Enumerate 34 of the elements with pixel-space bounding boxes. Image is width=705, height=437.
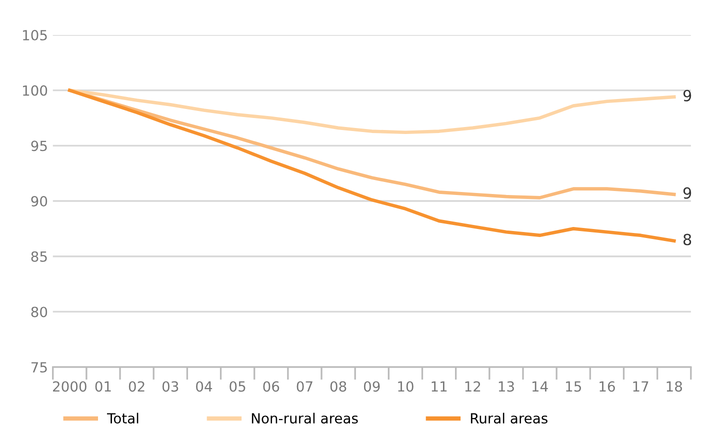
x-tick-label: 06	[263, 381, 280, 392]
y-tick-label: 95	[31, 140, 47, 152]
y-tick-label: 75	[31, 362, 47, 373]
y-tick-label: 105	[23, 30, 47, 40]
legend-label: Rural areas	[470, 412, 548, 424]
x-tick-label: 09	[364, 381, 380, 392]
x-tick-label: 13	[498, 381, 514, 392]
x-tick-label: 10	[398, 381, 414, 392]
x-tick-label: 18	[666, 381, 682, 392]
y-tick-label: 85	[31, 251, 47, 262]
x-tick-label: 17	[633, 381, 648, 392]
x-tick-label: 11	[432, 381, 447, 392]
x-tick-label: 15	[566, 381, 581, 392]
x-tick-label: 2000	[53, 381, 86, 392]
x-tick-label: 16	[600, 381, 615, 392]
legend-label: Total	[107, 412, 138, 424]
x-tick-label: 14	[532, 381, 548, 392]
x-tick-label: 03	[162, 381, 178, 392]
annotation: 9	[683, 187, 692, 199]
x-tick-label: 07	[296, 381, 312, 392]
annotation: 9	[683, 90, 692, 102]
legend-label: Non-rural areas	[252, 412, 358, 424]
y-tick-label: 90	[31, 196, 48, 206]
x-tick-label: 04	[196, 381, 212, 392]
line-series	[68, 88, 676, 243]
x-tick-label: 02	[128, 381, 144, 392]
x-tick-label: 05	[230, 381, 246, 392]
x-tick-label: 01	[95, 381, 111, 392]
x-tick-label: 12	[465, 381, 480, 392]
y-tick-label: 100	[23, 85, 48, 96]
y-tick-label: 80	[31, 306, 48, 318]
x-tick-label: 08	[330, 381, 346, 392]
annotation: 8	[683, 234, 692, 246]
line-series	[68, 88, 676, 134]
